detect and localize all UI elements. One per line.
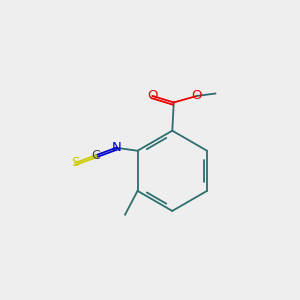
- Text: O: O: [147, 89, 158, 102]
- Text: S: S: [71, 156, 79, 170]
- Text: N: N: [111, 141, 121, 154]
- Text: C: C: [92, 149, 100, 162]
- Text: O: O: [192, 89, 202, 102]
